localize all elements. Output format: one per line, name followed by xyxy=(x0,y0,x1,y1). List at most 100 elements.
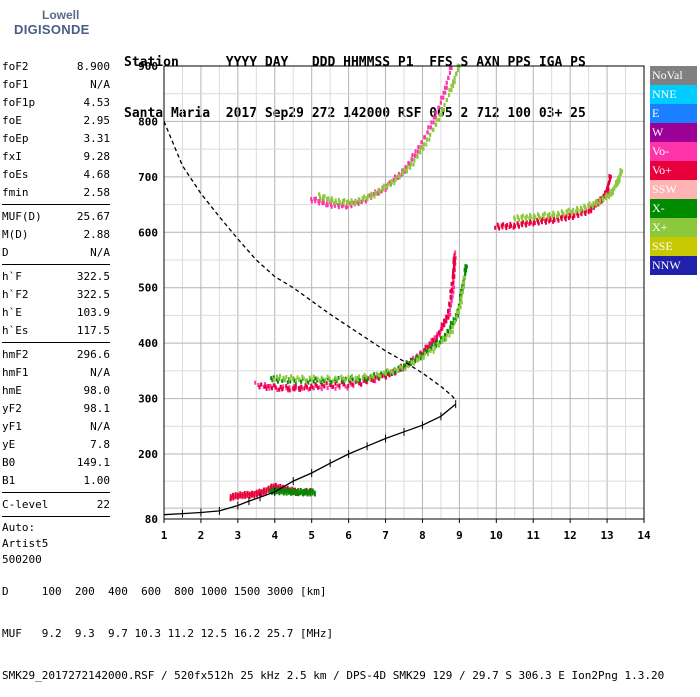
echo-point xyxy=(431,342,434,347)
echo-point xyxy=(287,490,290,495)
echo-point xyxy=(452,321,455,326)
echo-point xyxy=(430,346,433,351)
echo-point xyxy=(412,361,415,366)
echo-point xyxy=(525,220,528,225)
echo-point xyxy=(552,219,555,224)
echo-point xyxy=(338,385,341,390)
echo-point xyxy=(229,496,232,501)
echo-point xyxy=(377,372,380,377)
param-separator xyxy=(2,342,110,343)
legend-item-noval: NoVal xyxy=(650,66,697,85)
param-row: yF1 N/A xyxy=(2,418,110,436)
echo-point xyxy=(327,196,330,201)
echo-point xyxy=(445,319,448,324)
series-x- xyxy=(270,264,468,385)
echo-point xyxy=(567,216,570,221)
echo-point xyxy=(318,192,321,197)
echo-point xyxy=(349,376,352,381)
echo-point xyxy=(547,215,550,220)
echo-point xyxy=(453,257,456,262)
echo-point xyxy=(426,130,429,135)
echo-point xyxy=(592,200,595,205)
echo-point xyxy=(418,354,421,359)
echo-point xyxy=(561,213,564,218)
echo-point xyxy=(453,275,456,280)
echo-point xyxy=(449,295,452,300)
echo-point xyxy=(513,217,516,222)
echo-point xyxy=(441,107,444,112)
x-tick-label: 1 xyxy=(161,529,168,542)
echo-point xyxy=(562,212,565,217)
x-tick-label: 13 xyxy=(600,529,613,542)
echo-point xyxy=(288,385,291,390)
echo-point xyxy=(442,90,445,95)
echo-point xyxy=(428,348,431,353)
echo-point xyxy=(448,308,451,313)
param-name: h`F2 xyxy=(2,288,29,301)
echo-point xyxy=(271,487,274,492)
echo-point xyxy=(618,174,621,179)
echo-point xyxy=(318,378,321,383)
echo-point xyxy=(362,198,365,203)
echo-point xyxy=(419,150,422,155)
param-value: 296.6 xyxy=(76,348,110,361)
echo-point xyxy=(322,196,325,201)
echo-point xyxy=(248,494,251,499)
echo-point xyxy=(415,354,418,359)
echo-point xyxy=(287,487,290,492)
echo-point xyxy=(322,194,325,199)
x-tick-label: 5 xyxy=(308,529,315,542)
echo-point xyxy=(264,382,267,387)
echo-point xyxy=(452,264,455,269)
echo-point xyxy=(334,201,337,206)
echo-point xyxy=(598,201,601,206)
echo-point xyxy=(384,375,387,380)
echo-point xyxy=(368,376,371,381)
echo-point xyxy=(542,214,545,219)
legend-item-sse: SSE xyxy=(650,237,697,256)
echo-point xyxy=(599,199,602,204)
echo-point xyxy=(323,384,326,389)
echo-point xyxy=(453,261,456,266)
polarization-legend: NoVal NNE E W Vo- Vo+ SSW X- X+ SSE NNW xyxy=(650,66,697,275)
echo-point xyxy=(268,488,271,493)
echo-point xyxy=(290,488,293,493)
x-tick-label: 10 xyxy=(490,529,503,542)
echo-point xyxy=(449,289,452,294)
echo-point xyxy=(410,157,413,162)
echo-point xyxy=(314,382,317,387)
echo-point xyxy=(326,203,329,208)
echo-point xyxy=(349,380,352,385)
echo-point xyxy=(448,70,451,75)
y-tick-label: 300 xyxy=(138,393,158,406)
echo-point xyxy=(606,190,609,195)
param-row: h`E 103.9 xyxy=(2,304,110,322)
echo-point xyxy=(294,378,297,383)
echo-point xyxy=(402,167,405,172)
echo-point xyxy=(258,488,261,493)
autoscale-info: Artist5 xyxy=(2,537,49,550)
echo-point xyxy=(533,220,536,225)
echo-point xyxy=(338,199,341,204)
echo-point xyxy=(351,200,354,205)
echo-point xyxy=(281,487,284,492)
echo-point xyxy=(275,485,278,490)
echo-point xyxy=(260,382,263,387)
param-value: 149.1 xyxy=(76,456,110,469)
echo-point xyxy=(580,212,583,217)
param-name: yF2 xyxy=(2,402,22,415)
echo-point xyxy=(314,376,317,381)
echo-point xyxy=(310,383,313,388)
echo-point xyxy=(438,117,441,122)
echo-point xyxy=(335,200,338,205)
param-value: 322.5 xyxy=(76,270,110,283)
echo-point xyxy=(308,375,311,380)
echo-point xyxy=(427,352,430,357)
echo-point xyxy=(440,336,443,341)
echo-point xyxy=(602,198,605,203)
echo-point xyxy=(545,217,548,222)
echo-point xyxy=(237,492,240,497)
param-name: fxI xyxy=(2,150,22,163)
echo-point xyxy=(367,376,370,381)
param-name: M(D) xyxy=(2,228,29,241)
